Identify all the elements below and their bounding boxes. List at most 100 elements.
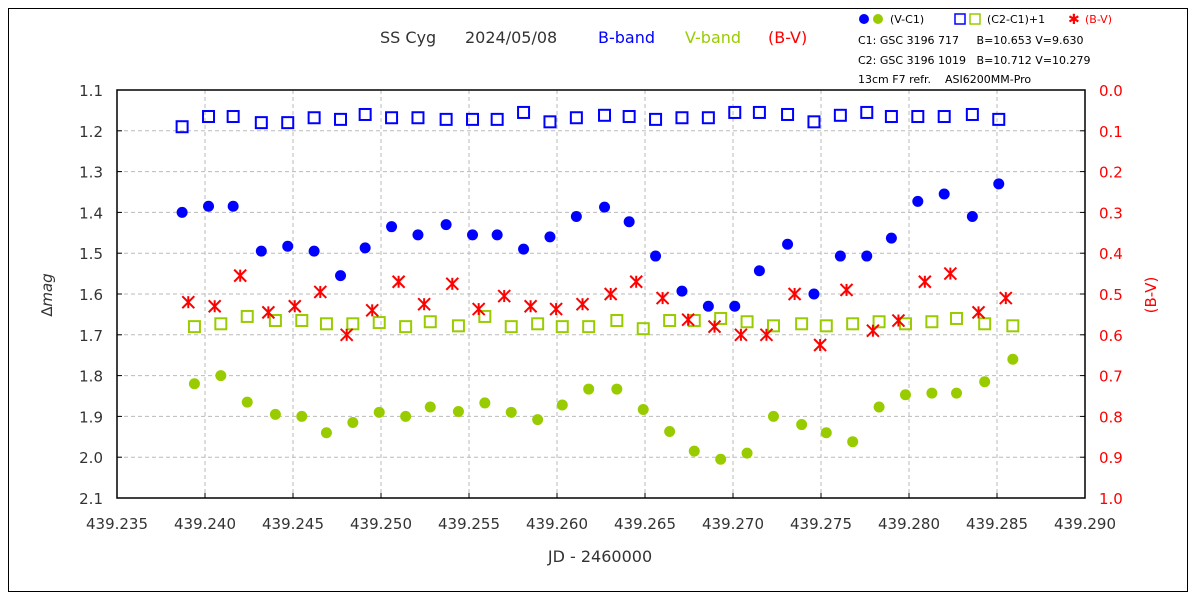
legend-blue-circle-marker — [859, 14, 869, 24]
y-tick-label-right: 1.0 — [1099, 490, 1123, 508]
data-point-square — [582, 320, 596, 334]
data-point-asterisk — [787, 287, 802, 301]
data-point-square — [268, 314, 282, 328]
data-point-square — [833, 108, 847, 122]
data-point-asterisk — [313, 285, 327, 299]
data-point-circle — [570, 210, 582, 222]
data-point-square — [451, 319, 465, 333]
data-point-square — [675, 111, 689, 125]
y-tick-label: 1.9 — [79, 408, 103, 426]
data-point-circle — [203, 200, 215, 212]
data-point-circle — [729, 300, 741, 312]
data-point-circle — [623, 216, 635, 228]
data-point-circle — [820, 427, 832, 439]
data-point-square — [202, 110, 216, 124]
y-tick-label-right: 0.5 — [1099, 286, 1123, 304]
data-point-square — [950, 311, 964, 325]
data-point-circle — [386, 221, 398, 233]
data-point-asterisk — [655, 291, 670, 305]
data-point-circle — [873, 401, 885, 413]
chart-title: SS Cyg 2024/05/08 B-band V-band (B-V) — [380, 28, 807, 47]
data-point-square — [385, 111, 399, 125]
y-tick-label-right: 0.1 — [1099, 123, 1123, 141]
data-point-asterisk — [181, 295, 195, 309]
data-point-circle — [335, 270, 347, 282]
data-point-asterisk — [365, 303, 379, 318]
data-point-square — [187, 320, 201, 334]
data-point-square — [819, 319, 833, 333]
data-point-circle — [452, 406, 464, 418]
data-point-circle — [282, 240, 294, 252]
data-point-circle — [676, 285, 688, 297]
y-tick-label: 2.1 — [79, 490, 103, 508]
data-point-circle — [808, 288, 820, 300]
data-point-square — [649, 112, 663, 126]
title-bv: (B-V) — [768, 28, 807, 47]
data-point-circle — [424, 401, 436, 413]
data-point-asterisk — [523, 299, 538, 313]
y-tick-label-right: 0.0 — [1099, 82, 1123, 100]
y-tick-label-right: 0.2 — [1099, 164, 1123, 182]
data-point-asterisk — [391, 275, 406, 289]
data-point-asterisk — [891, 313, 906, 328]
data-point-square — [334, 112, 348, 126]
data-point-asterisk — [417, 297, 431, 311]
data-point-square — [555, 320, 569, 334]
y-tick-label: 2.0 — [79, 449, 103, 467]
legend-equipment: 13cm F7 refr. ASI6200MM-Pro — [858, 73, 1031, 86]
data-point-square — [411, 111, 425, 125]
data-marks — [175, 105, 1020, 465]
data-point-circle — [885, 232, 897, 244]
data-point-square — [884, 110, 898, 124]
data-point-square — [307, 111, 321, 125]
data-point-square — [399, 320, 413, 334]
data-point-asterisk — [339, 328, 354, 342]
data-point-square — [517, 105, 531, 119]
x-tick-label: 439.245 — [262, 515, 324, 533]
data-point-asterisk — [734, 328, 748, 342]
data-point-circle — [479, 397, 491, 409]
data-point-square — [965, 107, 979, 121]
data-point-square — [860, 105, 874, 119]
data-point-circle — [782, 238, 794, 250]
tick-labels: 439.235 439.240 439.245 439.250 439.255 439.2… — [79, 82, 1123, 533]
y-tick-label: 1.8 — [79, 368, 103, 386]
legend: (V-C1) (C2-C1)+1 ✱ (B-V) C1: GSC 3196 71… — [858, 12, 1112, 86]
data-point-asterisk — [549, 302, 563, 316]
data-point-asterisk — [603, 287, 618, 301]
data-point-asterisk — [813, 338, 827, 352]
data-point-square — [372, 316, 386, 330]
legend-c2: C2: GSC 3196 1019 B=10.712 V=10.279 — [858, 54, 1091, 67]
data-point-circle — [296, 410, 308, 422]
data-point-square — [504, 320, 518, 334]
data-point-circle — [741, 447, 753, 459]
data-point-square — [795, 317, 809, 331]
data-point-circle — [938, 188, 950, 200]
data-point-square — [728, 105, 742, 119]
data-point-asterisk — [999, 291, 1013, 305]
data-point-asterisk — [866, 324, 880, 338]
data-point-circle — [491, 229, 503, 241]
data-point-square — [358, 107, 372, 121]
data-point-asterisk — [971, 305, 986, 320]
data-point-asterisk — [233, 268, 247, 283]
x-tick-label: 439.290 — [1054, 515, 1116, 533]
plot-area — [116, 89, 1086, 499]
data-point-circle — [637, 403, 649, 415]
legend-asterisk-marker: ✱ — [1068, 12, 1080, 28]
y-tick-label: 1.4 — [79, 204, 103, 222]
data-point-asterisk — [207, 299, 222, 313]
data-point-square — [466, 112, 480, 126]
x-axis-label: JD - 2460000 — [547, 547, 652, 566]
data-point-circle — [847, 436, 859, 448]
legend-green-circle-marker — [873, 14, 883, 24]
data-point-circle — [269, 408, 281, 420]
data-point-square — [898, 317, 912, 331]
data-point-square — [846, 317, 860, 331]
data-point-square — [911, 110, 925, 124]
y-tick-label-right: 0.3 — [1099, 204, 1123, 222]
data-point-square — [992, 112, 1006, 126]
y-tick-label: 1.6 — [79, 286, 103, 304]
data-point-square — [937, 110, 951, 124]
